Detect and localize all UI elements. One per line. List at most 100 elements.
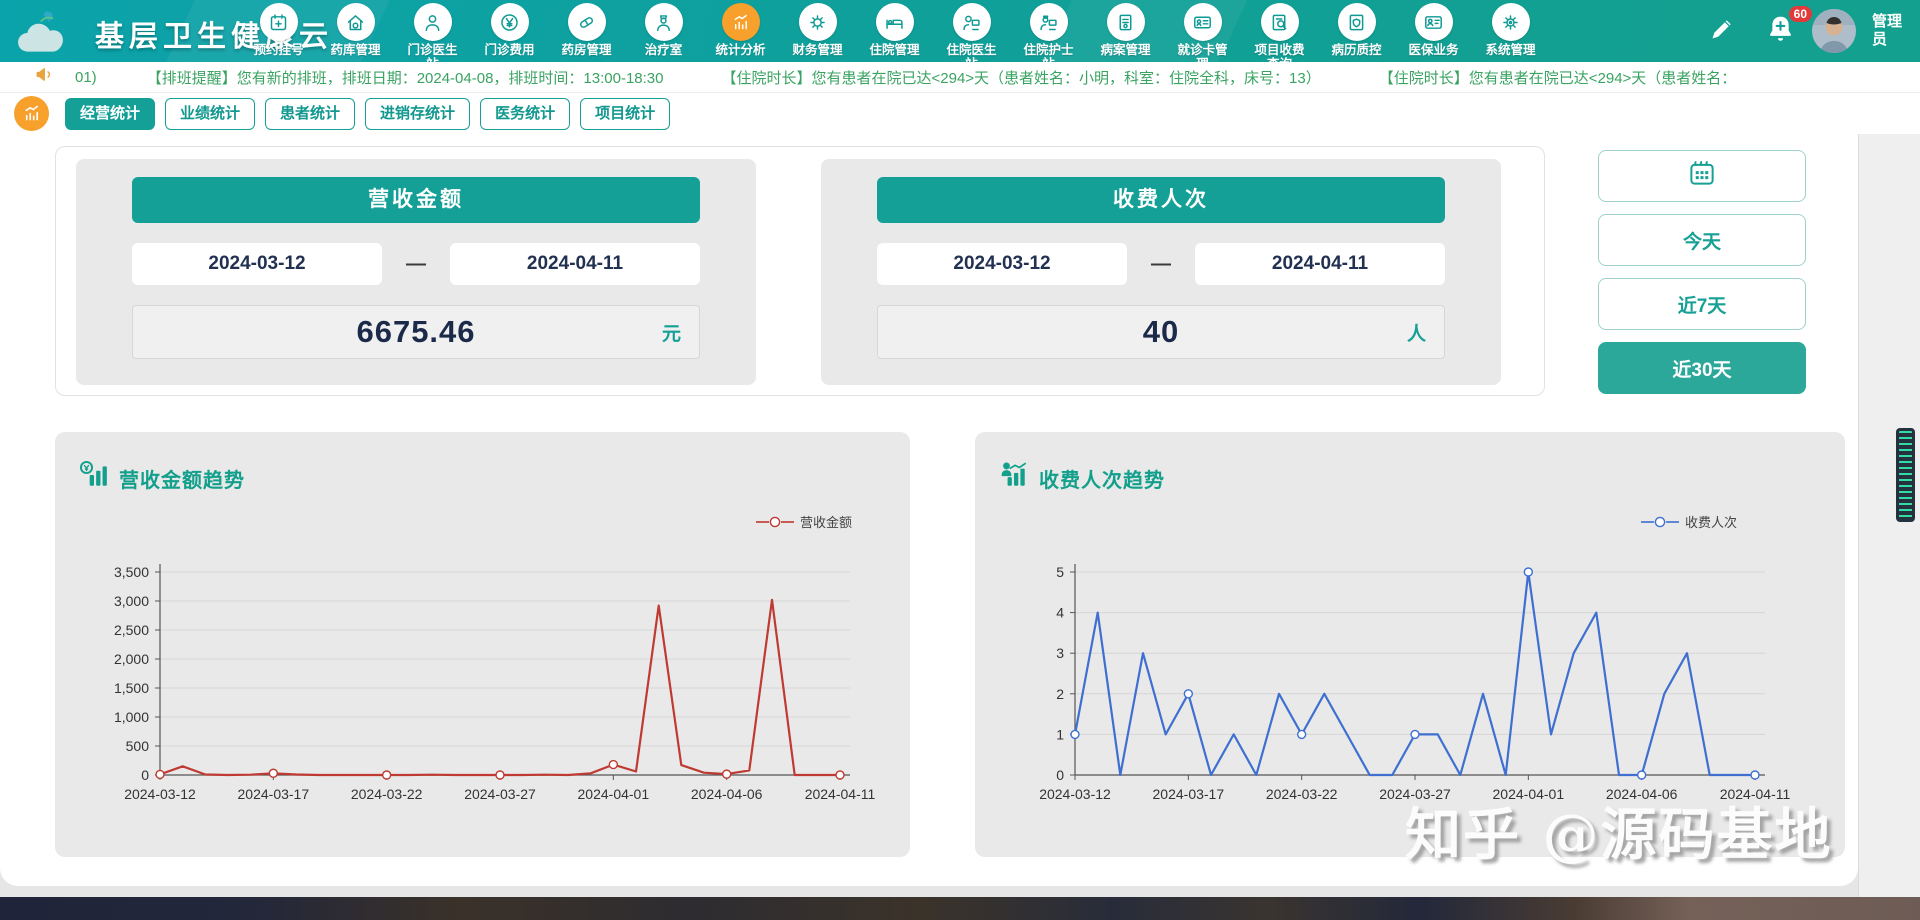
- visits-date-from[interactable]: 2024-03-12: [877, 243, 1127, 285]
- visits-stat-card: 收费人次 2024-03-12 — 2024-04-11 40 人: [821, 159, 1501, 385]
- svg-text:2024-04-06: 2024-04-06: [1606, 786, 1678, 802]
- ticker-message: 【住院时长】您有患者在院已达<294>天（患者姓名：: [1378, 69, 1737, 87]
- calendar-plus-icon: [259, 3, 298, 41]
- revenue-date-to[interactable]: 2024-04-11: [450, 243, 700, 285]
- tab-1[interactable]: 业绩统计: [165, 97, 256, 130]
- doc-search-icon: [1260, 3, 1299, 41]
- nav-item-label: 病案管理: [1100, 43, 1151, 57]
- svg-text:1,000: 1,000: [114, 709, 149, 725]
- notification-ticker: 01) 【排班提醒】您有新的排班，排班日期：2024-04-08，排班时间：13…: [0, 62, 1920, 93]
- gear-coin-icon: [798, 3, 837, 41]
- bed-icon: [875, 3, 914, 41]
- user-name[interactable]: 管理员: [1872, 13, 1903, 48]
- nav-item-id-card[interactable]: 就诊卡管理: [1164, 3, 1241, 62]
- filter-30days-button[interactable]: 近30天: [1598, 342, 1806, 394]
- svg-text:2024-04-01: 2024-04-01: [1493, 786, 1565, 802]
- revenue-date-from[interactable]: 2024-03-12: [132, 243, 382, 285]
- nav-item-label: 预约挂号: [253, 43, 304, 57]
- main-content: 营收金额 2024-03-12 — 2024-04-11 6675.46 元 收…: [0, 134, 1858, 886]
- svg-text:2024-04-06: 2024-04-06: [691, 786, 763, 802]
- date-range-dash: —: [406, 252, 426, 275]
- revenue-trend-icon: [79, 460, 109, 496]
- nav-item-document[interactable]: 病案管理: [1087, 3, 1164, 62]
- nurse-icon: [644, 3, 683, 41]
- nav-item-doc-search[interactable]: 项目收费查询: [1241, 3, 1318, 62]
- scrollbar-thumb[interactable]: [1896, 428, 1915, 522]
- svg-text:0: 0: [141, 767, 149, 783]
- nurse-desk-icon: [1029, 3, 1068, 41]
- revenue-unit: 元: [661, 323, 681, 345]
- svg-text:2024-03-17: 2024-03-17: [238, 786, 310, 802]
- nav-item-insurance-card[interactable]: 医保业务: [1395, 3, 1472, 62]
- nav-item-nurse-desk[interactable]: 住院护士站: [1010, 3, 1087, 62]
- document-icon: [1106, 3, 1145, 41]
- ticker-track: 【排班提醒】您有新的排班，排班日期：2024-04-08，排班时间：13:00-…: [147, 67, 1795, 88]
- revenue-trend-title: 营收金额趋势: [79, 460, 245, 496]
- visits-date-range: 2024-03-12 — 2024-04-11: [877, 243, 1445, 285]
- tabs-container: 经营统计 业绩统计 患者统计 进销存统计 医务统计 项目统计: [65, 97, 680, 130]
- svg-text:2024-04-11: 2024-04-11: [1720, 786, 1791, 802]
- id-card-icon: [1183, 3, 1222, 41]
- edit-pencil-icon[interactable]: [1709, 16, 1735, 47]
- tab-5[interactable]: 项目统计: [580, 97, 671, 130]
- nav-item-nurse[interactable]: 治疗室: [625, 3, 702, 62]
- filter-today-button[interactable]: 今天: [1598, 214, 1806, 266]
- revenue-stat-card: 营收金额 2024-03-12 — 2024-04-11 6675.46 元: [76, 159, 756, 385]
- visits-unit: 人: [1406, 323, 1426, 345]
- navbar-right-group: 60 管理员: [1709, 0, 1906, 62]
- visits-trend-card: 收费人次趋势 收费人次 0 1 2 3 4 5 2024-03-12 2024-03-17 20…: [975, 432, 1845, 857]
- svg-text:500: 500: [126, 738, 150, 754]
- visits-trend-chart: 0 1 2 3 4 5 2024-03-12 2024-03-17 2024-03-22 2024…: [1039, 564, 1791, 802]
- svg-text:1: 1: [1056, 726, 1064, 742]
- nav-item-calendar-plus[interactable]: 预约挂号: [240, 3, 317, 62]
- nav-item-gear-coin[interactable]: 财务管理: [779, 3, 856, 62]
- nav-item-capsule[interactable]: 药房管理: [548, 3, 625, 62]
- nav-item-label: 门诊医生站: [407, 43, 458, 62]
- svg-text:0: 0: [1056, 767, 1064, 783]
- svg-text:3: 3: [1056, 645, 1064, 661]
- revenue-legend[interactable]: 营收金额: [755, 512, 852, 531]
- visits-date-to[interactable]: 2024-04-11: [1195, 243, 1445, 285]
- stats-tab-bar: 经营统计 业绩统计 患者统计 进销存统计 医务统计 项目统计: [0, 93, 1920, 134]
- nav-item-gear[interactable]: 系统管理: [1472, 3, 1549, 62]
- visits-card-title: 收费人次: [877, 177, 1445, 223]
- visits-trend-title-text: 收费人次趋势: [1039, 469, 1165, 492]
- doctor-icon: [413, 3, 452, 41]
- nav-item-pharmacy-house[interactable]: 药库管理: [317, 3, 394, 62]
- nav-item-label: 住院护士站: [1023, 43, 1074, 62]
- nav-item-bed[interactable]: 住院管理: [856, 3, 933, 62]
- svg-text:2024-03-22: 2024-03-22: [351, 786, 423, 802]
- insurance-card-icon: [1414, 3, 1453, 41]
- nav-item-yen-coin[interactable]: 门诊费用: [471, 3, 548, 62]
- ticker-message: 【住院时长】您有患者在院已达<294>天（患者姓名：小明，科室：住院全科，床号：…: [721, 69, 1321, 87]
- app-logo-cloud-icon: [16, 9, 82, 55]
- svg-text:2024-03-27: 2024-03-27: [1379, 786, 1451, 802]
- top-navbar: 基层卫生健康云 预约挂号药库管理门诊医生站门诊费用药房管理治疗室统计分析财务管理…: [0, 0, 1920, 62]
- watermark: 知乎 @源码基地: [1405, 802, 1833, 868]
- tab-0[interactable]: 经营统计: [65, 97, 156, 130]
- tab-2[interactable]: 患者统计: [265, 97, 356, 130]
- nav-item-doctor-desk[interactable]: 住院医生站: [933, 3, 1010, 62]
- calendar-picker-button[interactable]: [1598, 150, 1806, 202]
- revenue-card-title: 营收金额: [132, 177, 700, 223]
- filter-7days-button[interactable]: 近7天: [1598, 278, 1806, 330]
- nav-item-label: 财务管理: [792, 43, 843, 57]
- svg-text:2024-03-22: 2024-03-22: [1266, 786, 1338, 802]
- visits-legend[interactable]: 收费人次: [1640, 512, 1737, 531]
- pharmacy-house-icon: [336, 3, 375, 41]
- ticker-message: 【排班提醒】您有新的排班，排班日期：2024-04-08，排班时间：13:00-…: [146, 69, 664, 87]
- notification-count-badge: 60: [1788, 6, 1812, 22]
- user-avatar[interactable]: [1812, 9, 1856, 53]
- nav-item-doc-shield[interactable]: 病历质控: [1318, 3, 1395, 62]
- svg-text:2024-04-11: 2024-04-11: [805, 786, 876, 802]
- svg-text:1,500: 1,500: [114, 680, 149, 696]
- nav-item-label: 门诊费用: [484, 43, 535, 57]
- tab-3[interactable]: 进销存统计: [365, 97, 471, 130]
- svg-text:3,500: 3,500: [114, 564, 149, 580]
- svg-text:2: 2: [1056, 686, 1064, 702]
- notifications-bell-icon[interactable]: 60: [1765, 6, 1812, 49]
- nav-item-doctor[interactable]: 门诊医生站: [394, 3, 471, 62]
- tab-4[interactable]: 医务统计: [480, 97, 571, 130]
- gear-icon: [1491, 3, 1530, 41]
- nav-item-chart-bars[interactable]: 统计分析: [702, 3, 779, 62]
